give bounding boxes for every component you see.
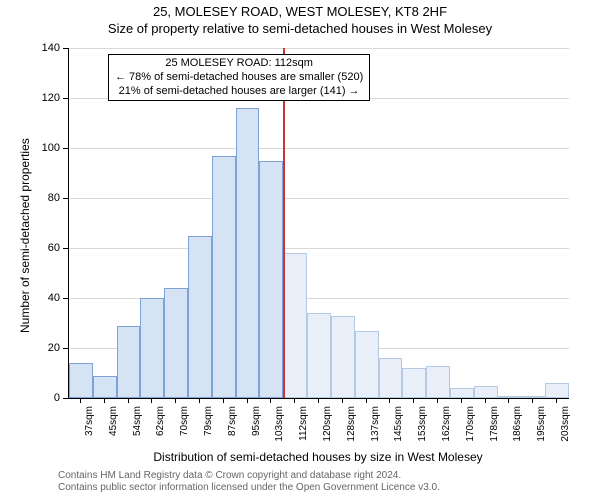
- x-tick-label: 178sqm: [489, 406, 500, 446]
- x-tick-mark: [247, 398, 248, 403]
- y-tick-label: 100: [34, 142, 60, 154]
- histogram-bar: [355, 331, 379, 399]
- annotation-line3: 21% of semi-detached houses are larger (…: [115, 85, 363, 99]
- x-tick-label: 103sqm: [274, 406, 285, 446]
- histogram-bar: [212, 156, 236, 399]
- x-tick-mark: [508, 398, 509, 403]
- x-tick-mark: [437, 398, 438, 403]
- histogram-bar: [331, 316, 355, 399]
- histogram-bar: [426, 366, 450, 399]
- annotation-box: 25 MOLESEY ROAD: 112sqm ← 78% of semi-de…: [108, 54, 370, 101]
- y-gridline: [69, 148, 569, 149]
- histogram-bar: [188, 236, 212, 399]
- histogram-bar: [283, 253, 307, 398]
- x-tick-label: 195sqm: [536, 406, 547, 446]
- histogram-bar: [379, 358, 403, 398]
- attribution-line2: Contains public sector information licen…: [58, 482, 440, 494]
- x-tick-mark: [223, 398, 224, 403]
- histogram-bar: [402, 368, 426, 398]
- x-tick-mark: [104, 398, 105, 403]
- x-tick-mark: [294, 398, 295, 403]
- y-tick-label: 120: [34, 92, 60, 104]
- x-tick-mark: [366, 398, 367, 403]
- y-tick-mark: [63, 48, 68, 49]
- x-tick-label: 79sqm: [203, 406, 214, 446]
- histogram-bar: [450, 388, 474, 398]
- y-tick-label: 140: [34, 42, 60, 54]
- x-tick-label: 162sqm: [441, 406, 452, 446]
- y-tick-mark: [63, 198, 68, 199]
- x-tick-label: 128sqm: [346, 406, 357, 446]
- x-tick-label: 120sqm: [322, 406, 333, 446]
- y-axis-title: Number of semi-detached properties: [18, 138, 32, 333]
- x-tick-mark: [532, 398, 533, 403]
- histogram-bar: [307, 313, 331, 398]
- y-tick-label: 60: [34, 242, 60, 254]
- histogram-bar: [69, 363, 93, 398]
- histogram-bar: [474, 386, 498, 399]
- x-tick-label: 203sqm: [560, 406, 571, 446]
- attribution-line1: Contains HM Land Registry data © Crown c…: [58, 470, 440, 482]
- histogram-bar: [117, 326, 141, 399]
- histogram-bar: [545, 383, 569, 398]
- y-tick-mark: [63, 298, 68, 299]
- x-tick-label: 95sqm: [251, 406, 262, 446]
- histogram-bar: [140, 298, 164, 398]
- x-tick-label: 87sqm: [227, 406, 238, 446]
- x-tick-mark: [556, 398, 557, 403]
- x-tick-mark: [151, 398, 152, 403]
- x-tick-label: 54sqm: [132, 406, 143, 446]
- x-tick-label: 112sqm: [298, 406, 309, 446]
- y-tick-mark: [63, 98, 68, 99]
- page-title-line2: Size of property relative to semi-detach…: [0, 21, 600, 36]
- x-tick-mark: [128, 398, 129, 403]
- x-tick-label: 45sqm: [108, 406, 119, 446]
- annotation-line2: ← 78% of semi-detached houses are smalle…: [115, 71, 363, 85]
- x-tick-mark: [485, 398, 486, 403]
- x-tick-mark: [461, 398, 462, 403]
- x-tick-mark: [270, 398, 271, 403]
- annotation-line1: 25 MOLESEY ROAD: 112sqm: [115, 57, 363, 71]
- x-axis-title: Distribution of semi-detached houses by …: [68, 450, 568, 464]
- x-tick-mark: [199, 398, 200, 403]
- y-tick-label: 80: [34, 192, 60, 204]
- y-tick-label: 40: [34, 292, 60, 304]
- x-tick-label: 186sqm: [512, 406, 523, 446]
- histogram-bar: [164, 288, 188, 398]
- y-tick-mark: [63, 148, 68, 149]
- x-tick-mark: [80, 398, 81, 403]
- y-tick-mark: [63, 398, 68, 399]
- histogram-bar: [236, 108, 260, 398]
- x-tick-mark: [175, 398, 176, 403]
- x-tick-mark: [389, 398, 390, 403]
- y-tick-label: 0: [34, 392, 60, 404]
- histogram-bar: [93, 376, 117, 399]
- x-tick-label: 62sqm: [155, 406, 166, 446]
- x-tick-mark: [342, 398, 343, 403]
- page-title-line1: 25, MOLESEY ROAD, WEST MOLESEY, KT8 2HF: [0, 4, 600, 19]
- x-tick-label: 70sqm: [179, 406, 190, 446]
- x-tick-label: 137sqm: [370, 406, 381, 446]
- y-gridline: [69, 248, 569, 249]
- y-gridline: [69, 198, 569, 199]
- y-tick-mark: [63, 348, 68, 349]
- x-tick-label: 153sqm: [417, 406, 428, 446]
- x-tick-label: 145sqm: [393, 406, 404, 446]
- y-tick-mark: [63, 248, 68, 249]
- y-tick-label: 20: [34, 342, 60, 354]
- histogram-bar: [259, 161, 283, 399]
- x-tick-label: 37sqm: [84, 406, 95, 446]
- x-tick-mark: [318, 398, 319, 403]
- x-tick-label: 170sqm: [465, 406, 476, 446]
- y-gridline: [69, 48, 569, 49]
- x-tick-mark: [413, 398, 414, 403]
- attribution-text: Contains HM Land Registry data © Crown c…: [58, 470, 440, 494]
